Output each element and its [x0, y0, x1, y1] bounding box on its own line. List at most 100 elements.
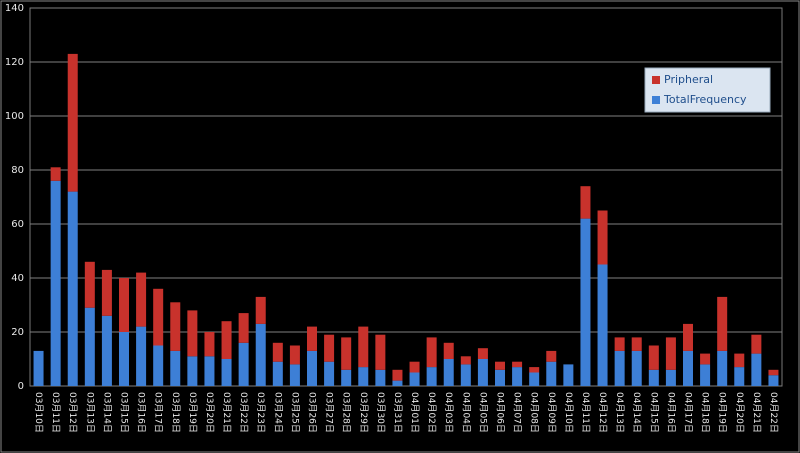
x-tick-label: 03月14日 [101, 392, 112, 433]
bar-segment [238, 342, 249, 386]
bar-segment [341, 337, 352, 370]
x-tick-label: 04月20日 [734, 392, 745, 433]
bar-segment [341, 369, 352, 386]
x-tick-label: 04月08日 [529, 392, 540, 433]
bar-segment [751, 334, 762, 354]
bar-segment [289, 364, 300, 386]
bar-segment [700, 353, 711, 365]
x-tick-label: 04月02日 [426, 392, 437, 433]
x-tick-label: 03月18日 [170, 392, 181, 433]
legend-swatch [652, 76, 660, 84]
bar-segment [67, 191, 78, 386]
bar-segment [187, 356, 198, 386]
bar-segment [84, 307, 95, 386]
bar-segment [614, 337, 625, 351]
x-tick-label: 03月23日 [255, 392, 266, 433]
bar-segment [529, 372, 540, 386]
bar-segment [307, 350, 317, 386]
bar-segment [631, 337, 642, 351]
x-tick-label: 03月30日 [375, 392, 386, 433]
x-tick-label: 03月22日 [238, 392, 249, 433]
x-tick-label: 03月19日 [187, 392, 198, 433]
x-tick-label: 04月04日 [460, 392, 471, 433]
bar-segment [512, 367, 523, 386]
bar-segment [495, 369, 505, 386]
x-tick-label: 03月11日 [50, 392, 61, 433]
bar-segment [101, 269, 112, 316]
bar-segment [375, 369, 386, 386]
bar-segment [426, 337, 437, 368]
bar-segment [409, 372, 420, 386]
x-tick-label: 04月12日 [597, 392, 608, 433]
bar-segment [272, 361, 283, 386]
bar-segment [136, 272, 147, 327]
bar-segment [546, 350, 557, 362]
x-tick-label: 03月16日 [136, 392, 147, 433]
bar-segment [324, 334, 335, 362]
bar-segment [546, 361, 557, 386]
bar-segment [563, 364, 574, 386]
x-tick-label: 03月12日 [67, 392, 78, 433]
bar-segment [153, 288, 164, 346]
bar-segment [648, 369, 659, 386]
y-tick-label: 100 [5, 111, 24, 122]
x-tick-label: 03月28日 [341, 392, 352, 433]
bar-segment [614, 350, 625, 386]
y-tick-label: 140 [5, 3, 24, 14]
bar-segment [101, 315, 112, 386]
bar-segment [734, 353, 745, 368]
bar-segment [665, 369, 676, 386]
bar-segment [631, 350, 642, 386]
bar-segment [512, 361, 523, 368]
bar-segment [187, 310, 198, 357]
bar-segment [358, 367, 369, 386]
x-tick-label: 03月15日 [119, 392, 130, 433]
x-tick-label: 03月24日 [272, 392, 283, 433]
bar-segment [751, 353, 762, 386]
x-tick-label: 03月29日 [358, 392, 369, 433]
bar-segment [665, 337, 676, 370]
x-tick-label: 04月09日 [546, 392, 557, 433]
bar-segment [153, 345, 164, 386]
bar-segment [221, 359, 232, 386]
bar-segment [717, 296, 728, 351]
bar-segment [307, 326, 317, 351]
bar-segment [375, 334, 386, 370]
legend-label: TotalFrequency [663, 93, 747, 106]
x-tick-label: 03月21日 [221, 392, 232, 433]
x-tick-label: 03月25日 [289, 392, 300, 433]
bar-segment [477, 348, 488, 359]
x-tick-label: 04月19日 [717, 392, 728, 433]
bar-segment [734, 367, 745, 386]
bar-segment [392, 380, 403, 386]
bar-segment [221, 321, 232, 359]
x-tick-label: 03月17日 [153, 392, 164, 433]
x-tick-label: 03月31日 [392, 392, 403, 433]
bar-segment [50, 167, 61, 181]
x-tick-label: 03月10日 [33, 392, 44, 433]
y-tick-label: 40 [11, 273, 24, 284]
x-tick-label: 03月20日 [204, 392, 215, 433]
bar-segment [170, 302, 181, 351]
bar-segment [683, 350, 693, 386]
x-tick-label: 04月05日 [477, 392, 488, 433]
y-tick-label: 80 [11, 165, 24, 176]
bar-segment [597, 210, 608, 265]
bar-segment [119, 278, 129, 332]
bar-segment [683, 323, 693, 351]
x-tick-label: 04月15日 [648, 392, 659, 433]
bar-segment [409, 361, 420, 373]
bar-segment [358, 326, 369, 368]
bar-segment [255, 296, 266, 324]
x-tick-label: 04月18日 [700, 392, 711, 433]
bar-segment [648, 345, 659, 370]
bar-segment [204, 332, 215, 357]
bar-segment [392, 369, 403, 381]
y-tick-label: 60 [11, 219, 24, 230]
x-tick-label: 04月06日 [495, 392, 506, 433]
bar-segment [50, 180, 61, 386]
legend-label: Pripheral [664, 73, 713, 86]
bar-segment [324, 361, 335, 386]
x-tick-label: 04月21日 [751, 392, 762, 433]
